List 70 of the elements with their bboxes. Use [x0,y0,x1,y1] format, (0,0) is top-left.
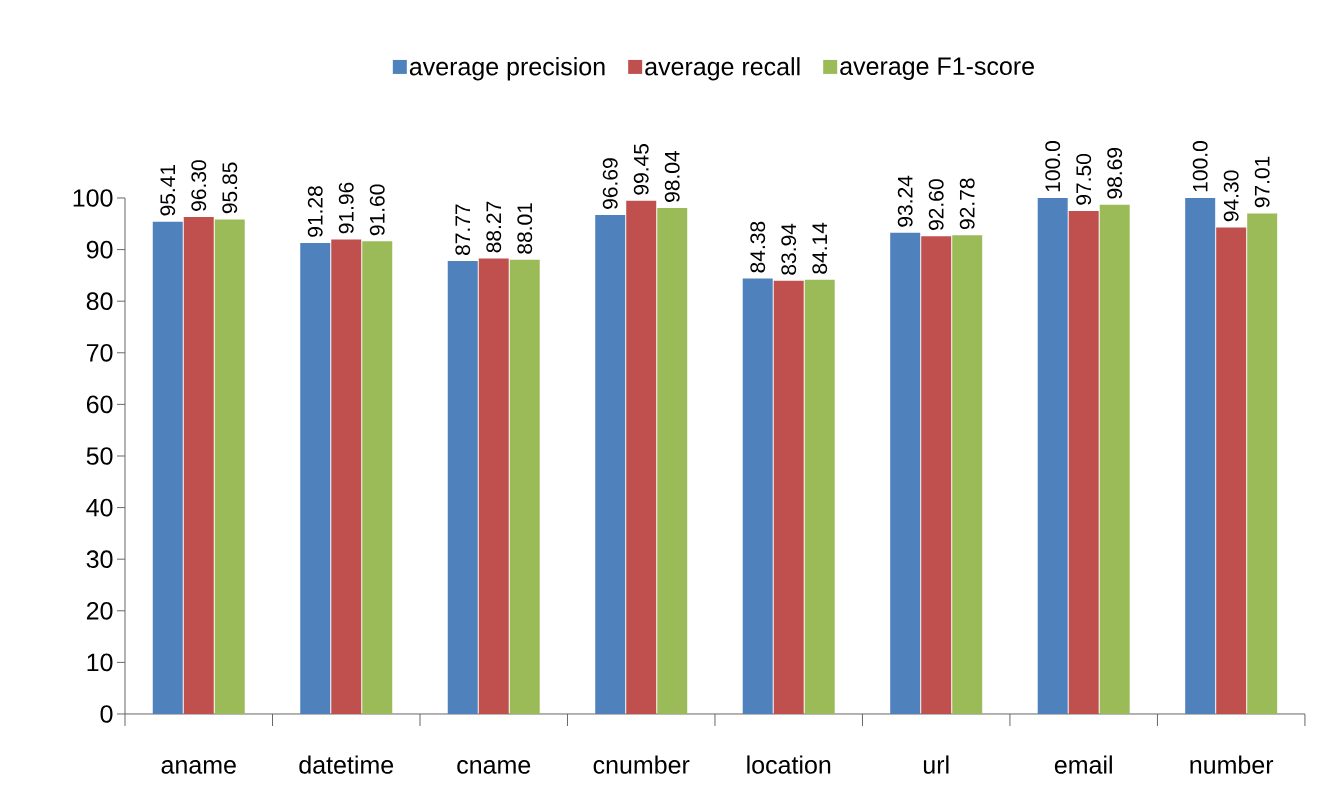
bar [1216,227,1247,714]
bar [300,242,331,714]
y-tick-label: 30 [86,550,113,569]
data-label: 87.77 [455,204,471,255]
x-tick-label: number [1190,755,1274,774]
y-tick-label: 40 [86,498,113,517]
legend-label: average precision [409,57,605,81]
data-label: 95.41 [160,164,176,216]
data-label: 98.69 [1107,148,1123,199]
data-label: 83.94 [781,223,797,275]
data-label: 91.28 [307,186,323,237]
bar [509,259,540,714]
bar [890,232,921,714]
x-tick-label: datetime [299,755,394,774]
data-label: 88.27 [486,201,502,253]
y-tick-label: 90 [86,240,113,259]
x-tick-label: aname [161,760,236,774]
bar [1247,213,1278,714]
data-label: 94.30 [1223,170,1239,222]
data-label: 92.78 [959,178,975,230]
y-tick-label: 0 [100,705,113,723]
bar [742,278,773,714]
x-tick-label: email [1054,755,1112,774]
y-tick-label: 60 [86,395,113,414]
y-tick-label: 100 [73,189,113,207]
y-tick-label: 70 [86,343,113,362]
bar [331,239,362,714]
data-label: 97.01 [1254,156,1270,208]
y-tick-label: 80 [86,292,113,311]
data-label: 88.01 [517,203,533,254]
bar [478,258,509,714]
x-tick-label: location [747,755,831,774]
bar [214,219,245,714]
y-tick-label: 10 [87,653,113,672]
bar [773,280,804,714]
x-tick-label: cname [457,760,531,774]
data-label: 96.69 [602,158,618,209]
bar [952,235,983,714]
bar [447,261,478,714]
bar [657,208,688,714]
bar [152,221,183,714]
y-tick-label: 50 [86,447,113,465]
data-label: 96.30 [191,160,207,211]
x-tick-label: url [923,755,949,774]
data-label: 100.0 [1045,141,1061,192]
bar [1068,210,1099,714]
data-label: 84.14 [812,222,828,274]
bar [804,279,835,714]
x-tick-label: cnumber [593,755,690,774]
bar [1037,197,1068,714]
data-label: 97.50 [1076,153,1092,205]
bar [1185,197,1216,714]
bar [183,217,214,714]
data-label: 95.85 [222,162,238,214]
data-label: 99.45 [633,143,649,195]
bar [1099,204,1130,714]
y-tick-label: 20 [86,601,113,620]
data-label: 92.60 [928,179,944,230]
bar [921,236,952,714]
data-label: 84.38 [750,221,766,273]
bar [362,241,393,714]
data-label: 100.0 [1192,141,1208,192]
bar [626,200,657,714]
legend-label: average recall [645,57,800,81]
bar [595,215,626,714]
legend-label: average F1-score [840,57,1034,80]
data-label: 98.04 [664,150,680,202]
data-label: 93.24 [897,175,913,227]
data-label: 91.96 [338,182,354,234]
data-label: 91.60 [369,184,385,236]
